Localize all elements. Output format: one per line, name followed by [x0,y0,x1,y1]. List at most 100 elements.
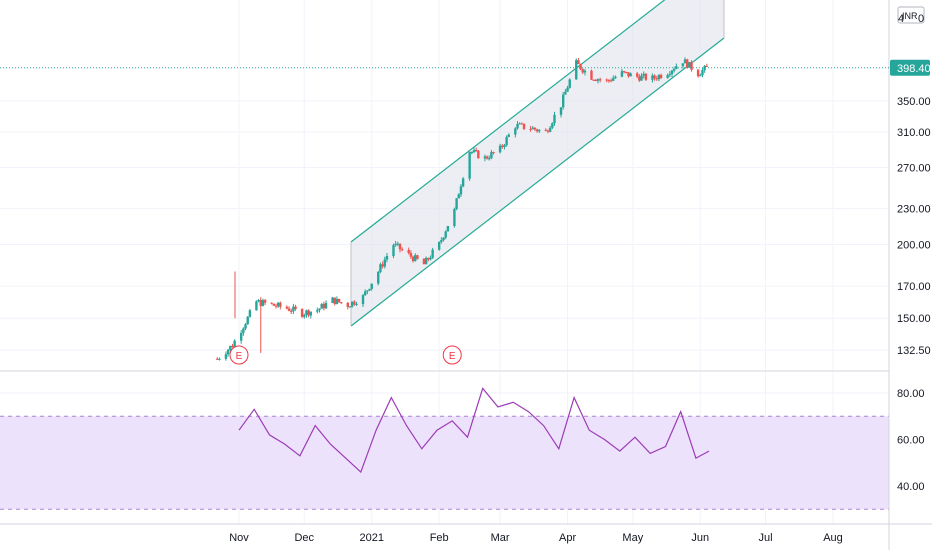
candle-body [320,303,323,309]
currency-label: INR [902,11,918,21]
candle-body [455,198,458,210]
candle-body [370,283,373,289]
candle-body [518,123,521,125]
channel-lower-line[interactable] [350,37,725,327]
candle-body [690,62,693,70]
currency-badge[interactable]: 4 INR 0 [897,6,925,25]
candle-body [257,300,260,302]
candle-body [607,79,611,81]
candle-body [659,75,663,78]
candle-body [688,62,691,68]
candle-body [653,75,656,79]
candle-body [424,257,428,265]
candle-body [705,65,709,67]
candle-body [657,75,661,80]
candle-body [461,178,465,187]
top-tick-tail: 0 [918,13,924,25]
earnings-marker[interactable]: E [442,345,462,365]
candle-body [485,156,489,159]
candle-body [276,302,280,307]
candle-body [400,249,404,251]
candle-body [218,358,221,360]
price-tick-label: 350.00 [897,96,931,108]
time-tick-label: Aug [823,532,843,544]
candle-body [409,252,413,257]
candle-body [598,79,602,81]
time-tick-label: Dec [294,532,314,544]
candle-body [239,332,243,341]
candle-body [520,123,524,125]
candle-body [483,156,487,159]
candle-body [285,306,289,309]
time-axis[interactable]: Nov Dec 2021 Feb Mar Apr May Jun Jul Aug [229,532,843,544]
candle-body [274,305,278,307]
candle-body [522,123,526,129]
candle-body [546,130,550,132]
candle-body [538,129,541,132]
top-tick-partial: 4 [898,13,904,25]
earnings-marker[interactable]: E [229,345,249,365]
candle-body [229,345,232,350]
candle-body [300,309,304,317]
candle-body [453,209,456,227]
candle-body [363,291,367,296]
candle-body [514,128,517,135]
candle-body [577,60,580,65]
price-tick-label: 132.50 [897,345,931,357]
candle-body [361,295,365,305]
price-tick-label: 310.00 [897,127,931,139]
candle-body [696,69,700,77]
candle-body [427,257,430,260]
rsi-tick-label: 40.00 [897,481,925,493]
price-tick-label: 150.00 [897,313,931,325]
candle-body [385,256,389,260]
candlestick-series [216,57,709,361]
candle-body [579,64,582,70]
candle-body [446,226,450,232]
candle-body [672,68,676,71]
time-tick-label: Mar [491,532,510,544]
candle-body [322,303,326,309]
candle-body [605,79,608,81]
candle-body [422,258,426,265]
candle-body [263,300,267,303]
candle-body [261,300,265,306]
candle-body [488,158,491,160]
candle-body [396,243,400,245]
candle-body [444,231,447,238]
candle-body [398,243,402,250]
candle-body [666,75,669,78]
candle-body [581,69,584,73]
candle-body [244,324,247,329]
candle-body [651,75,654,80]
candle-body [564,91,567,95]
parallel-channel[interactable] [350,0,725,327]
candle-body [429,257,432,260]
candle-body [699,75,702,77]
channel-fill [351,0,724,326]
candle-body [440,240,443,242]
candle-body [668,74,672,76]
candle-body [529,128,532,130]
price-tick-label: 170.00 [897,281,931,293]
candle-body [335,298,339,304]
candle-body [644,73,648,80]
candle-body [411,256,415,262]
candle-body [383,259,386,267]
candle-body [703,65,706,71]
candle-body [566,87,569,92]
candle-body [477,150,480,159]
candle-body [431,249,434,258]
candle-body [242,328,245,333]
candle-body [614,76,617,79]
rsi-band [0,416,889,510]
rsi-axis: 80.00 60.00 40.00 [897,388,925,493]
candle-body [592,79,595,81]
price-axis[interactable]: 4 INR 0 350.00 310.00 270.00 230.00 200.00 17… [897,6,931,357]
channel-upper-line[interactable] [350,0,724,243]
candle-body [609,80,613,82]
time-tick-label: 2021 [359,532,383,544]
candle-body [629,73,632,77]
candle-body [305,310,308,315]
candle-body [670,70,674,75]
